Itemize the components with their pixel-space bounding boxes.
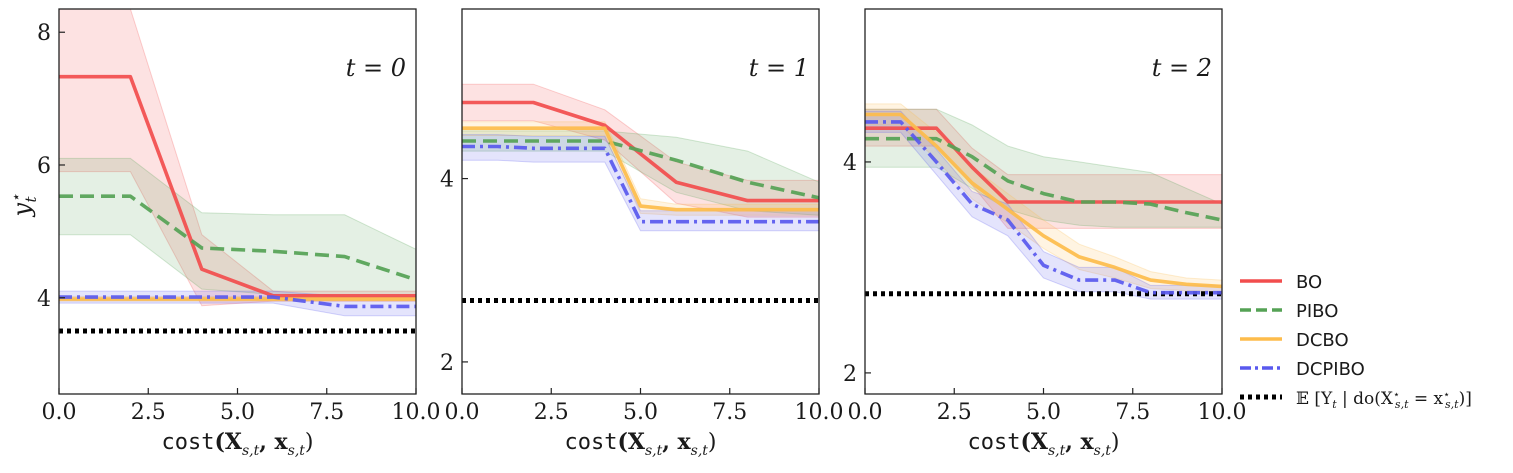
legend-label-part: | do(X — [1337, 389, 1394, 409]
x-axis-label-func: cost — [967, 430, 1020, 455]
x-axis-label: cost(Xs,t, xs,t) — [161, 429, 313, 459]
y-tick-label: 4 — [440, 168, 454, 193]
x-tick-label: 5.0 — [1026, 400, 1061, 425]
x-axis-label-sub: s,t — [242, 443, 260, 459]
legend-label: DCBO — [1296, 330, 1349, 351]
y-tick-label: 8 — [37, 21, 51, 46]
y-tick-label: 4 — [843, 151, 857, 176]
x-axis-label-end: ) — [305, 430, 314, 455]
legend-label: PIBO — [1296, 301, 1338, 322]
series-line-dcpibo — [865, 120, 1222, 295]
legend-item-optimum: 𝔼 [Yt | do(X⋆ s,t = x⋆ s,t)] — [1240, 388, 1472, 411]
series-line-bo — [865, 126, 1222, 204]
band-pibo — [865, 108, 1222, 228]
x-axis-label-args: (X — [617, 429, 645, 455]
panel-plot-area — [462, 83, 819, 303]
y-axis-label-sup: ⋆ — [7, 194, 25, 203]
y-tick-label: 6 — [37, 154, 51, 179]
x-tick-label: 10.0 — [1198, 400, 1247, 425]
x-axis-label: cost(Xs,t, xs,t) — [564, 429, 716, 459]
y-axis-label-sub: t — [22, 196, 40, 203]
panel-plot-area — [865, 103, 1222, 300]
legend-label-part: )] — [1459, 389, 1472, 409]
legend-label-part: 𝔼 [Y — [1296, 389, 1333, 409]
x-axis-label-args: (X — [214, 429, 242, 455]
x-axis-label-args: (X — [1020, 429, 1048, 455]
y-axis-label: y⋆t — [7, 194, 40, 218]
y-tick-label: 2 — [440, 351, 454, 376]
x-tick-label: 0.0 — [848, 400, 883, 425]
band-dcpibo — [462, 134, 819, 232]
band-dcbo — [865, 103, 1222, 293]
panel-annotation: t = 0 — [346, 54, 406, 82]
x-axis-label-sub: s,t — [645, 443, 663, 459]
legend-label: DCPIBO — [1296, 359, 1365, 380]
y-axis-label-main: y — [8, 202, 36, 217]
x-tick-label: 5.0 — [220, 400, 255, 425]
legend-label-sub: s,t — [1395, 398, 1409, 411]
y-tick-label: 4 — [37, 287, 51, 312]
legend-label-sup: ⋆ — [1393, 388, 1400, 401]
series-line-pibo — [462, 139, 819, 200]
band-bo — [59, 9, 416, 307]
legend-label-sup: ⋆ — [1443, 388, 1450, 401]
panel-annotation: t = 2 — [1152, 54, 1212, 82]
x-tick-label: 10.0 — [795, 400, 844, 425]
legend-item-pibo: PIBO — [1240, 301, 1338, 322]
x-tick-label: 5.0 — [623, 400, 658, 425]
x-tick-label: 7.5 — [309, 400, 344, 425]
x-axis-label-sub2: s,t — [691, 443, 709, 459]
series-line-dcbo — [462, 126, 819, 212]
series-line-pibo — [865, 136, 1222, 222]
x-tick-label: 2.5 — [131, 400, 166, 425]
panel-plot-area — [59, 9, 416, 334]
x-axis-label-end: ) — [1111, 430, 1120, 455]
x-axis-label: cost(Xs,t, xs,t) — [967, 429, 1119, 459]
series-line-bo — [462, 100, 819, 203]
panel-annotation: t = 1 — [749, 54, 809, 82]
x-tick-label: 0.0 — [42, 400, 77, 425]
x-tick-label: 0.0 — [445, 400, 480, 425]
legend-label-sub: s,t — [1445, 398, 1459, 411]
legend-label-sub: t — [1332, 398, 1337, 411]
legend-label-part: = x — [1408, 389, 1443, 409]
legend-label: 𝔼 [Yt | do(X⋆ s,t = x⋆ s,t)] — [1296, 388, 1472, 411]
x-tick-label: 2.5 — [534, 400, 569, 425]
x-axis-label-sub2: s,t — [288, 443, 306, 459]
legend-item-dcbo: DCBO — [1240, 330, 1349, 351]
x-axis-label-func: cost — [161, 430, 214, 455]
legend-label: BO — [1296, 272, 1322, 293]
series-line-dcpibo — [462, 144, 819, 224]
band-pibo — [59, 157, 416, 297]
series-line-bo — [59, 74, 416, 298]
x-axis-label-mid: , x — [662, 429, 691, 455]
x-axis-label-mid: , x — [259, 429, 288, 455]
x-axis-label-func: cost — [564, 430, 617, 455]
series-line-pibo — [59, 194, 416, 282]
x-tick-label: 7.5 — [712, 400, 747, 425]
x-axis-label-end: ) — [708, 430, 717, 455]
x-tick-label: 10.0 — [392, 400, 441, 425]
x-axis-label-sub2: s,t — [1094, 443, 1112, 459]
x-tick-label: 2.5 — [937, 400, 972, 425]
y-tick-label: 2 — [843, 362, 857, 387]
x-axis-label-mid: , x — [1065, 429, 1094, 455]
series-line-dcbo — [865, 112, 1222, 289]
series-line-dcpibo — [59, 295, 416, 309]
legend-item-bo: BO — [1240, 272, 1322, 293]
x-axis-label-sub: s,t — [1048, 443, 1066, 459]
legend-item-dcpibo: DCPIBO — [1240, 359, 1365, 380]
x-tick-label: 7.5 — [1115, 400, 1150, 425]
